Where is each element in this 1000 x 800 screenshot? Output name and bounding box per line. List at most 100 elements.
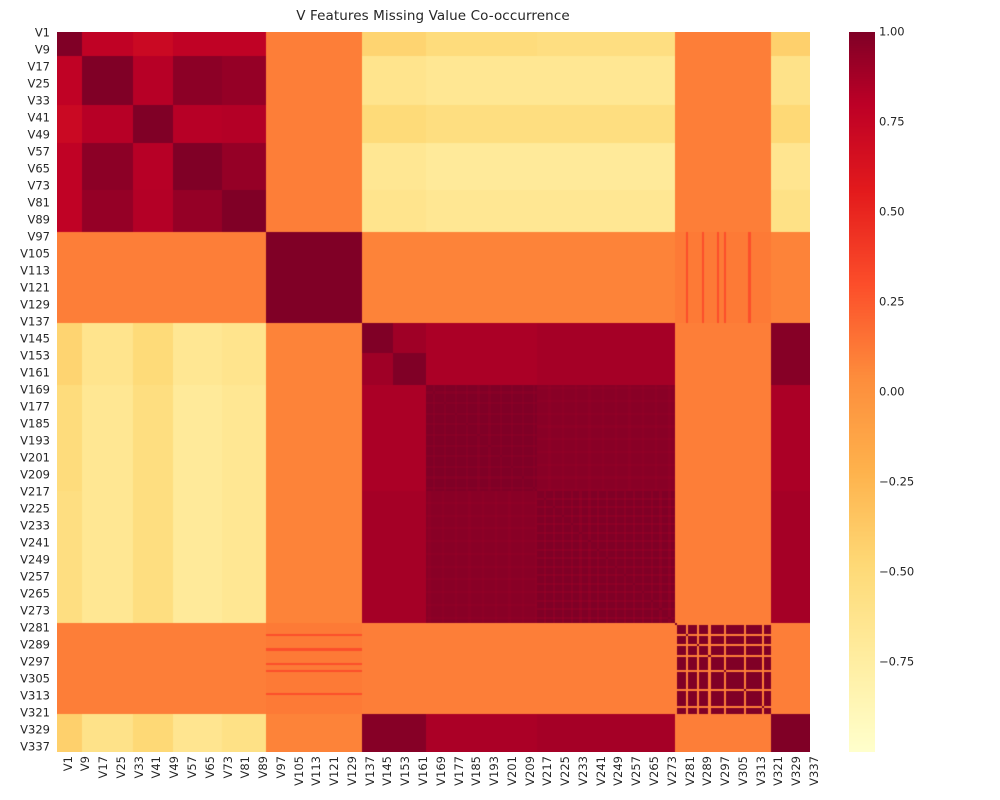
y-tick-label: V57 xyxy=(27,144,50,159)
x-tick-label: V265 xyxy=(647,756,662,786)
y-tick-label: V193 xyxy=(20,433,50,448)
y-tick-label: V289 xyxy=(20,636,50,651)
x-tick-label: V169 xyxy=(433,756,448,786)
y-tick-label: V121 xyxy=(20,280,50,295)
y-tick-label: V113 xyxy=(20,263,50,278)
y-tick-label: V177 xyxy=(20,399,50,414)
x-tick-label: V257 xyxy=(629,756,644,786)
colorbar-tick-label: 0.75 xyxy=(879,114,905,129)
y-tick-label: V249 xyxy=(20,552,50,567)
x-tick-label: V177 xyxy=(451,756,466,786)
y-tick-label: V257 xyxy=(20,569,50,584)
x-axis-tick-labels: V1 V9 V17 V25 V33 V41 V49 V57 V65 V73 V81 V89 V97 V10… xyxy=(57,754,821,800)
x-tick-label: V81 xyxy=(238,756,253,779)
y-tick-label: V33 xyxy=(27,93,50,108)
y-tick-label: V49 xyxy=(27,127,50,142)
y-tick-label: V281 xyxy=(20,620,50,634)
y-tick-label: V73 xyxy=(27,178,50,193)
y-tick-label: V217 xyxy=(20,484,50,499)
x-tick-label: V33 xyxy=(131,756,146,779)
y-tick-label: V105 xyxy=(20,246,50,261)
colorbar-tick-labels: 1.00 0.75 0.50 0.25 0.00 −0.25 −0.50 −0.75 xyxy=(879,26,939,752)
y-axis-tick-labels: V1 V9 V17 V25 V33 V41 V49 V57 V65 V73 V81 V89 V97 V10… xyxy=(0,27,54,753)
y-tick-label: V297 xyxy=(20,653,50,668)
y-tick-label: V265 xyxy=(20,586,50,601)
y-tick-label: V185 xyxy=(20,416,50,431)
y-tick-label: V137 xyxy=(20,314,50,329)
y-tick-label: V161 xyxy=(20,365,50,380)
x-tick-label: V193 xyxy=(487,756,502,786)
y-tick-label: V89 xyxy=(27,212,50,227)
x-tick-label: V89 xyxy=(256,756,271,779)
x-tick-label: V249 xyxy=(611,756,626,786)
x-tick-label: V273 xyxy=(664,756,679,786)
x-tick-label: V233 xyxy=(575,756,590,786)
x-tick-label: V41 xyxy=(149,756,164,779)
y-tick-label: V337 xyxy=(20,738,50,753)
y-tick-label: V313 xyxy=(20,687,50,702)
colorbar-gradient xyxy=(849,32,875,752)
x-tick-label: V49 xyxy=(167,756,182,779)
x-tick-label: V313 xyxy=(753,756,768,786)
colorbar-tick-label: −0.50 xyxy=(879,564,915,579)
x-tick-label: V185 xyxy=(469,756,484,786)
x-tick-label: V73 xyxy=(220,756,235,779)
page-title: V Features Missing Value Co-occurrence xyxy=(296,8,570,24)
x-tick-label: V17 xyxy=(96,756,111,779)
y-tick-label: V201 xyxy=(20,450,50,465)
x-tick-label: V337 xyxy=(806,756,821,786)
x-tick-label: V137 xyxy=(362,756,377,786)
y-tick-label: V273 xyxy=(20,603,50,617)
y-tick-label: V129 xyxy=(20,297,50,312)
y-tick-label: V145 xyxy=(20,331,50,346)
y-tick-label: V209 xyxy=(20,467,50,482)
x-tick-label: V289 xyxy=(700,756,715,786)
y-tick-label: V225 xyxy=(20,501,50,516)
colorbar-tick-label: 0.00 xyxy=(879,384,905,399)
heatmap-canvas xyxy=(57,32,810,752)
colorbar-tick-label: 0.50 xyxy=(879,204,905,219)
y-tick-label: V97 xyxy=(27,229,50,244)
heatmap-plot-area xyxy=(57,32,810,752)
x-tick-label: V25 xyxy=(113,756,128,779)
x-tick-label: V1 xyxy=(60,756,75,772)
x-tick-label: V97 xyxy=(273,756,288,779)
x-tick-label: V161 xyxy=(416,756,430,786)
x-tick-label: V281 xyxy=(682,756,697,786)
y-tick-label: V41 xyxy=(27,110,50,125)
colorbar xyxy=(849,32,875,752)
y-tick-label: V17 xyxy=(27,59,50,74)
x-tick-label: V153 xyxy=(398,756,413,786)
x-tick-label: V201 xyxy=(504,756,519,786)
x-tick-label: V217 xyxy=(540,756,555,786)
colorbar-tick-label: 0.25 xyxy=(879,294,905,309)
colorbar-tick-label: −0.25 xyxy=(879,474,915,489)
x-tick-label: V241 xyxy=(593,756,608,786)
x-tick-label: V225 xyxy=(558,756,573,786)
x-tick-label: V209 xyxy=(522,756,537,786)
x-tick-label: V321 xyxy=(771,756,786,786)
y-tick-label: V321 xyxy=(20,704,50,719)
y-tick-label: V65 xyxy=(27,161,50,176)
x-tick-label: V121 xyxy=(327,756,342,786)
x-tick-label: V297 xyxy=(718,756,733,786)
y-tick-label: V81 xyxy=(27,195,50,210)
x-tick-label: V105 xyxy=(291,756,306,786)
x-tick-label: V305 xyxy=(735,756,750,786)
y-tick-label: V1 xyxy=(34,25,50,40)
y-tick-label: V9 xyxy=(34,42,50,57)
y-tick-label: V169 xyxy=(20,382,50,397)
x-tick-label: V57 xyxy=(185,756,199,779)
x-tick-label: V113 xyxy=(309,756,324,786)
colorbar-tick-label: −0.75 xyxy=(879,654,915,669)
y-tick-label: V329 xyxy=(20,721,50,736)
x-tick-label: V9 xyxy=(78,756,93,772)
x-tick-label: V65 xyxy=(202,756,217,779)
x-tick-label: V129 xyxy=(344,756,359,786)
y-tick-label: V25 xyxy=(27,76,50,91)
x-tick-label: V329 xyxy=(789,756,804,786)
y-tick-label: V233 xyxy=(20,518,50,533)
x-tick-label: V145 xyxy=(380,756,395,786)
y-tick-label: V153 xyxy=(20,348,50,363)
